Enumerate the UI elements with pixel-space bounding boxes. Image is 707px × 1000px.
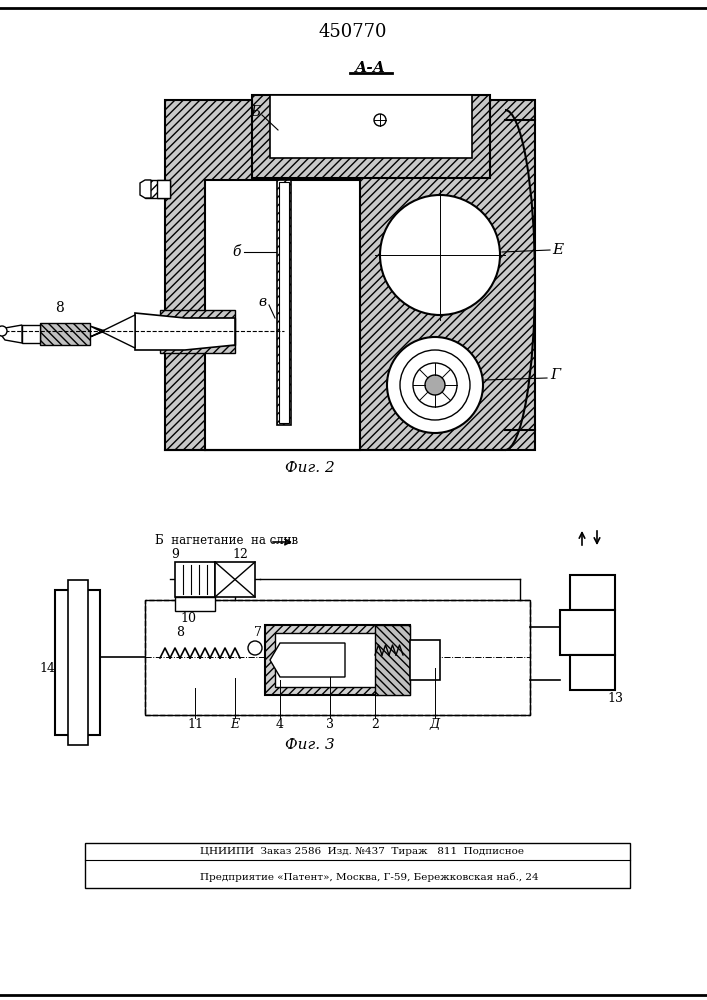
Circle shape xyxy=(413,363,457,407)
Text: Фиг. 3: Фиг. 3 xyxy=(285,738,335,752)
Bar xyxy=(270,95,472,158)
Text: Б  нагнетание  на слив: Б нагнетание на слив xyxy=(155,534,298,546)
Bar xyxy=(55,590,100,735)
Text: 8: 8 xyxy=(176,626,184,639)
Bar xyxy=(265,625,410,695)
Text: 8: 8 xyxy=(56,301,64,315)
Bar xyxy=(68,580,88,745)
Bar xyxy=(279,182,289,423)
Bar xyxy=(165,100,535,450)
Bar xyxy=(157,180,170,198)
Polygon shape xyxy=(0,325,22,343)
Circle shape xyxy=(400,350,470,420)
Polygon shape xyxy=(135,313,235,350)
Bar xyxy=(145,180,170,198)
Text: Предприятие «Патент», Москва, Г-59, Бережковская наб., 24: Предприятие «Патент», Москва, Г-59, Бере… xyxy=(200,872,539,882)
Bar xyxy=(205,180,360,450)
Circle shape xyxy=(0,326,7,336)
Text: А-А: А-А xyxy=(354,61,385,75)
Bar xyxy=(175,562,215,597)
Circle shape xyxy=(387,337,483,433)
Polygon shape xyxy=(22,325,40,343)
Bar xyxy=(145,600,530,715)
Bar xyxy=(160,318,235,345)
Bar xyxy=(252,95,490,178)
Text: Г: Г xyxy=(550,368,560,382)
Bar xyxy=(145,600,530,715)
Bar xyxy=(560,610,615,655)
Text: Фиг. 2: Фиг. 2 xyxy=(285,461,335,475)
Circle shape xyxy=(374,114,386,126)
Text: Е: Е xyxy=(552,243,563,257)
Bar xyxy=(277,180,291,425)
Text: 12: 12 xyxy=(232,548,248,560)
Bar xyxy=(85,843,630,888)
Polygon shape xyxy=(270,643,345,677)
Text: ЦНИИПИ  Заказ 2586  Изд. №437  Тираж   811  Подписное: ЦНИИПИ Заказ 2586 Изд. №437 Тираж 811 По… xyxy=(200,848,524,856)
Bar xyxy=(570,655,615,690)
Bar xyxy=(410,640,440,680)
Bar xyxy=(175,597,215,611)
Bar xyxy=(275,633,400,687)
Text: 14: 14 xyxy=(39,662,55,674)
Bar xyxy=(160,310,235,353)
Text: 2: 2 xyxy=(371,718,379,732)
Text: 7: 7 xyxy=(254,626,262,639)
Text: Е: Е xyxy=(230,718,240,732)
Bar xyxy=(40,323,90,345)
Text: 450770: 450770 xyxy=(319,23,387,41)
Text: 4: 4 xyxy=(276,718,284,732)
Text: б: б xyxy=(233,245,241,259)
Bar xyxy=(215,562,255,597)
Text: в: в xyxy=(258,295,266,309)
Polygon shape xyxy=(140,180,151,198)
Bar xyxy=(375,625,410,695)
Text: 10: 10 xyxy=(180,612,196,626)
Text: 11: 11 xyxy=(187,718,203,732)
Text: Д: Д xyxy=(430,718,440,732)
Text: Б: Б xyxy=(250,105,260,119)
Circle shape xyxy=(248,641,262,655)
Text: 3: 3 xyxy=(326,718,334,732)
Circle shape xyxy=(380,195,500,315)
Text: 13: 13 xyxy=(607,692,623,704)
Text: 9: 9 xyxy=(171,548,179,560)
Bar xyxy=(570,575,615,610)
Polygon shape xyxy=(90,315,135,348)
Circle shape xyxy=(425,375,445,395)
